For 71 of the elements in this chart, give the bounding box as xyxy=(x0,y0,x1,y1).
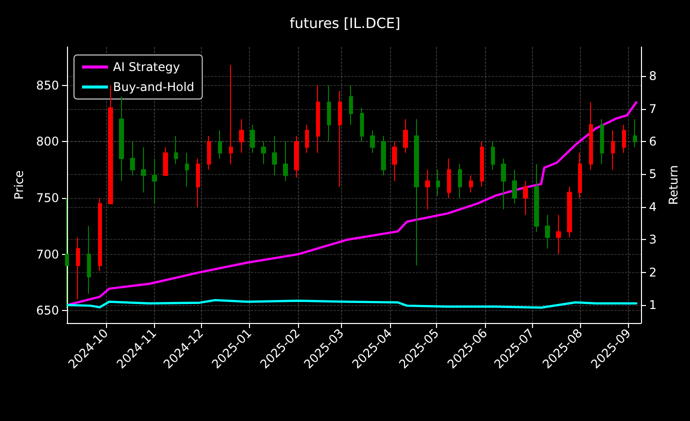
candlestick xyxy=(392,141,397,182)
candlestick xyxy=(218,130,222,160)
y2-tick-label: 3 xyxy=(649,232,657,247)
candlestick xyxy=(447,158,451,198)
chart-title: futures [IL.DCE] xyxy=(290,16,400,32)
candlestick xyxy=(600,118,604,165)
candlestick xyxy=(578,152,582,198)
y-tick-label: 850 xyxy=(36,78,59,92)
candlestick xyxy=(141,146,146,193)
candlestick xyxy=(207,135,211,170)
candlestick xyxy=(458,164,462,198)
candlestick xyxy=(261,141,266,165)
candlestick xyxy=(414,118,419,266)
legend-label: AI Strategy xyxy=(113,60,180,74)
line-series xyxy=(66,299,638,309)
y-tick-label: 800 xyxy=(36,134,59,149)
candlestick xyxy=(425,169,430,210)
candlestick xyxy=(174,135,178,165)
candlestick xyxy=(294,135,299,178)
y-tick-label: 700 xyxy=(36,247,59,262)
y2-tick-label: 7 xyxy=(649,102,657,116)
candlestick xyxy=(523,180,528,216)
candlestick xyxy=(469,174,473,193)
candlestick xyxy=(480,141,484,188)
candlestick xyxy=(272,135,277,176)
candlestick xyxy=(98,197,102,272)
candlestick xyxy=(87,226,91,294)
candlestick xyxy=(589,102,593,170)
y2-tick-label: 6 xyxy=(649,134,657,149)
candlestick xyxy=(130,141,135,176)
candlestick xyxy=(108,84,113,204)
candlestick xyxy=(436,169,440,196)
y2-tick-label: 2 xyxy=(649,265,657,280)
candlestick xyxy=(163,146,168,176)
candlestick xyxy=(119,96,124,182)
candlestick xyxy=(611,130,615,170)
candlestick xyxy=(76,236,80,300)
y2-axis-title: Return xyxy=(666,165,681,205)
candlestick xyxy=(545,214,550,250)
candlestick xyxy=(633,118,637,148)
candlestick xyxy=(349,84,353,126)
candlestick xyxy=(501,158,506,210)
candlestick xyxy=(239,118,244,154)
candlestick xyxy=(512,169,517,204)
candlestick xyxy=(316,84,320,154)
candlestick xyxy=(283,141,288,182)
candlestick xyxy=(327,84,331,142)
candlestick xyxy=(185,152,189,188)
candlestick xyxy=(556,214,561,255)
y-tick-label: 750 xyxy=(36,190,59,205)
y2-tick-label: 1 xyxy=(649,298,657,312)
y2-tick-label: 5 xyxy=(649,167,657,182)
y2-tick-label: 4 xyxy=(649,200,657,214)
candlestick xyxy=(305,124,309,154)
candlestick xyxy=(491,141,495,170)
candlestick xyxy=(360,107,364,142)
candlestick xyxy=(403,118,408,154)
y-tick-label: 650 xyxy=(36,304,59,318)
candlestick xyxy=(534,164,539,232)
candlestick xyxy=(250,124,255,154)
candlestick xyxy=(567,186,572,238)
candlestick xyxy=(622,124,626,154)
legend-label: Buy-and-Hold xyxy=(113,80,194,94)
y-axis-title: Price xyxy=(12,170,26,200)
candlestick xyxy=(196,158,200,208)
candlestick xyxy=(152,158,157,204)
y2-tick-label: 8 xyxy=(649,69,657,84)
line-series xyxy=(66,101,638,306)
candlestick xyxy=(381,135,386,176)
candlestick xyxy=(370,130,375,154)
candlestick xyxy=(229,64,233,165)
